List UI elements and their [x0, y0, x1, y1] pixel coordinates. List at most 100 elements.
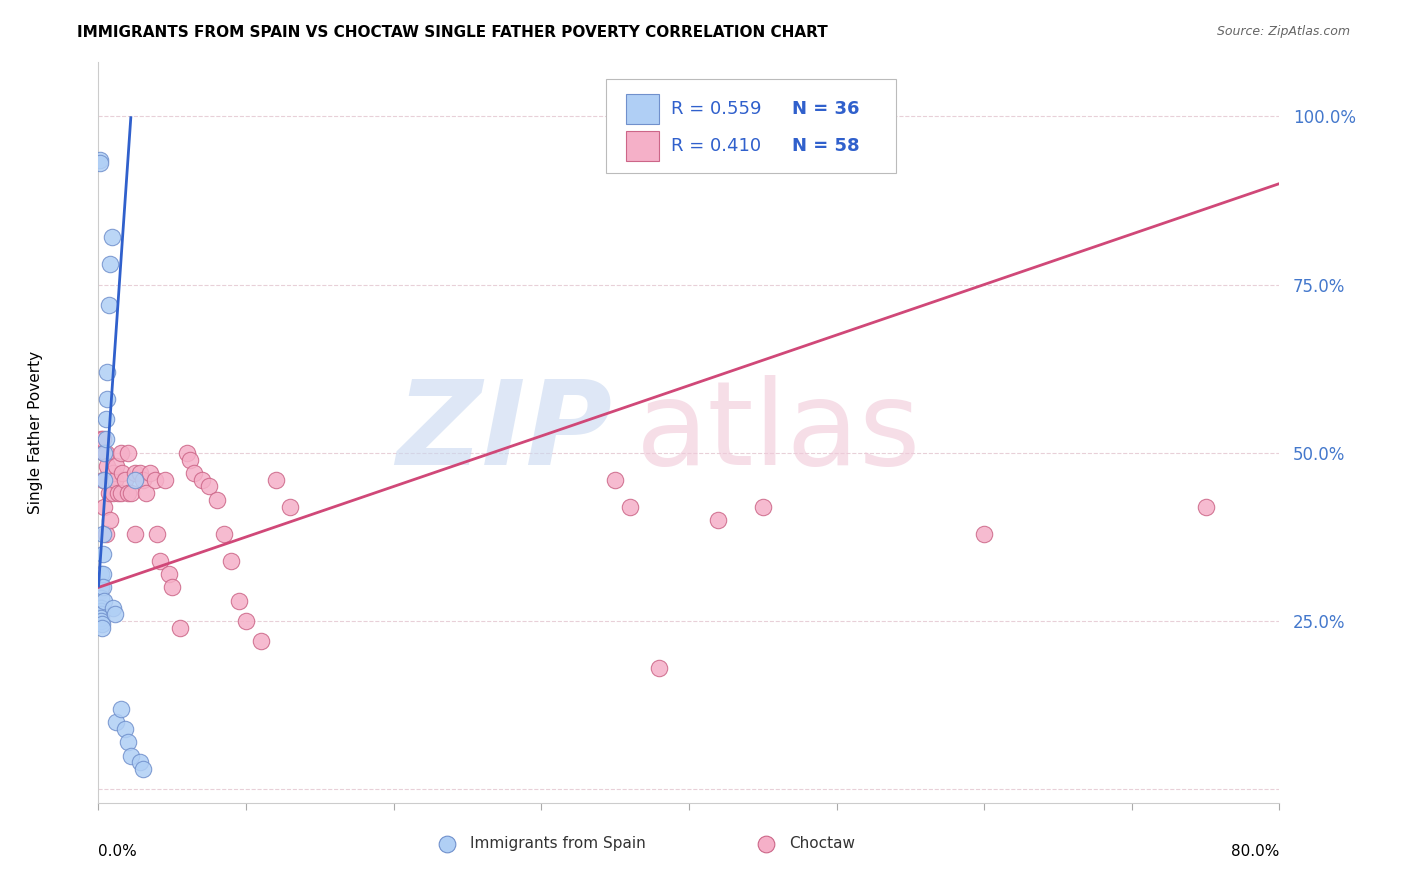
Point	[198, 479, 221, 493]
Point	[98, 257, 121, 271]
Point	[619, 500, 641, 514]
Point	[105, 459, 128, 474]
Point	[91, 473, 114, 487]
Point	[169, 621, 191, 635]
Point	[221, 553, 243, 567]
Point	[94, 433, 117, 447]
Point	[93, 473, 115, 487]
Text: 0.0%: 0.0%	[98, 844, 138, 858]
Point	[91, 526, 114, 541]
Point	[104, 607, 127, 622]
Text: Immigrants from Spain: Immigrants from Spain	[471, 836, 647, 851]
Point	[90, 581, 112, 595]
Point	[93, 594, 115, 608]
Point	[605, 473, 627, 487]
Text: N = 36: N = 36	[792, 100, 859, 118]
Point	[100, 230, 122, 244]
Point	[228, 594, 250, 608]
Text: Source: ZipAtlas.com: Source: ZipAtlas.com	[1216, 25, 1350, 38]
Point	[94, 412, 117, 426]
Point	[124, 466, 146, 480]
Point	[162, 581, 183, 595]
Point	[250, 634, 273, 648]
Point	[117, 735, 139, 749]
Point	[91, 566, 114, 581]
Point	[264, 473, 287, 487]
Point	[120, 748, 142, 763]
Point	[97, 486, 120, 500]
Point	[91, 433, 114, 447]
Point	[100, 473, 122, 487]
Point	[103, 600, 125, 615]
Point	[89, 583, 111, 598]
Point	[114, 473, 136, 487]
Point	[128, 466, 150, 480]
Point	[90, 433, 112, 447]
Point	[90, 611, 112, 625]
Point	[132, 762, 155, 776]
Point	[98, 513, 121, 527]
Bar	[626, 95, 659, 124]
Point	[235, 614, 257, 628]
Point	[105, 714, 128, 729]
Point	[90, 607, 112, 622]
Point	[205, 492, 228, 507]
Point	[117, 486, 139, 500]
Point	[117, 446, 139, 460]
Point	[90, 604, 112, 618]
Point	[96, 459, 118, 474]
Point	[90, 600, 112, 615]
Point	[176, 446, 198, 460]
Point	[124, 526, 146, 541]
Point	[110, 486, 132, 500]
Point	[93, 446, 115, 460]
Text: IMMIGRANTS FROM SPAIN VS CHOCTAW SINGLE FATHER POVERTY CORRELATION CHART: IMMIGRANTS FROM SPAIN VS CHOCTAW SINGLE …	[77, 25, 828, 40]
Point	[91, 621, 114, 635]
Text: atlas: atlas	[636, 376, 921, 490]
Point	[97, 298, 120, 312]
Point	[93, 500, 115, 514]
Point	[90, 617, 112, 632]
Point	[107, 486, 129, 500]
Point	[149, 553, 172, 567]
Point	[93, 446, 115, 460]
Point	[135, 486, 157, 500]
Point	[212, 526, 235, 541]
Point	[94, 526, 117, 541]
Point	[973, 526, 995, 541]
Point	[91, 581, 114, 595]
Point	[90, 591, 112, 605]
Point	[96, 392, 118, 406]
Point	[111, 466, 134, 480]
Point	[191, 473, 214, 487]
Point	[89, 156, 111, 170]
Point	[132, 473, 155, 487]
Point	[179, 452, 201, 467]
Point	[128, 756, 150, 770]
Point	[648, 661, 671, 675]
Point	[103, 486, 125, 500]
Point	[120, 486, 142, 500]
Point	[94, 446, 117, 460]
Point	[143, 473, 166, 487]
Point	[124, 473, 146, 487]
Y-axis label: Single Father Poverty: Single Father Poverty	[28, 351, 42, 514]
Point	[157, 566, 180, 581]
Point	[280, 500, 302, 514]
Point	[707, 513, 730, 527]
Point	[1195, 500, 1218, 514]
Text: ZIP: ZIP	[396, 376, 612, 490]
Point	[96, 365, 118, 379]
Point	[183, 466, 205, 480]
Point	[104, 473, 127, 487]
Point	[91, 547, 114, 561]
Text: Choctaw: Choctaw	[789, 836, 855, 851]
Point	[139, 466, 162, 480]
Point	[103, 466, 125, 480]
Bar	[626, 131, 659, 161]
Text: R = 0.559: R = 0.559	[671, 100, 762, 118]
Point	[89, 153, 111, 167]
Point	[110, 446, 132, 460]
Point	[90, 566, 112, 581]
Point	[752, 500, 775, 514]
